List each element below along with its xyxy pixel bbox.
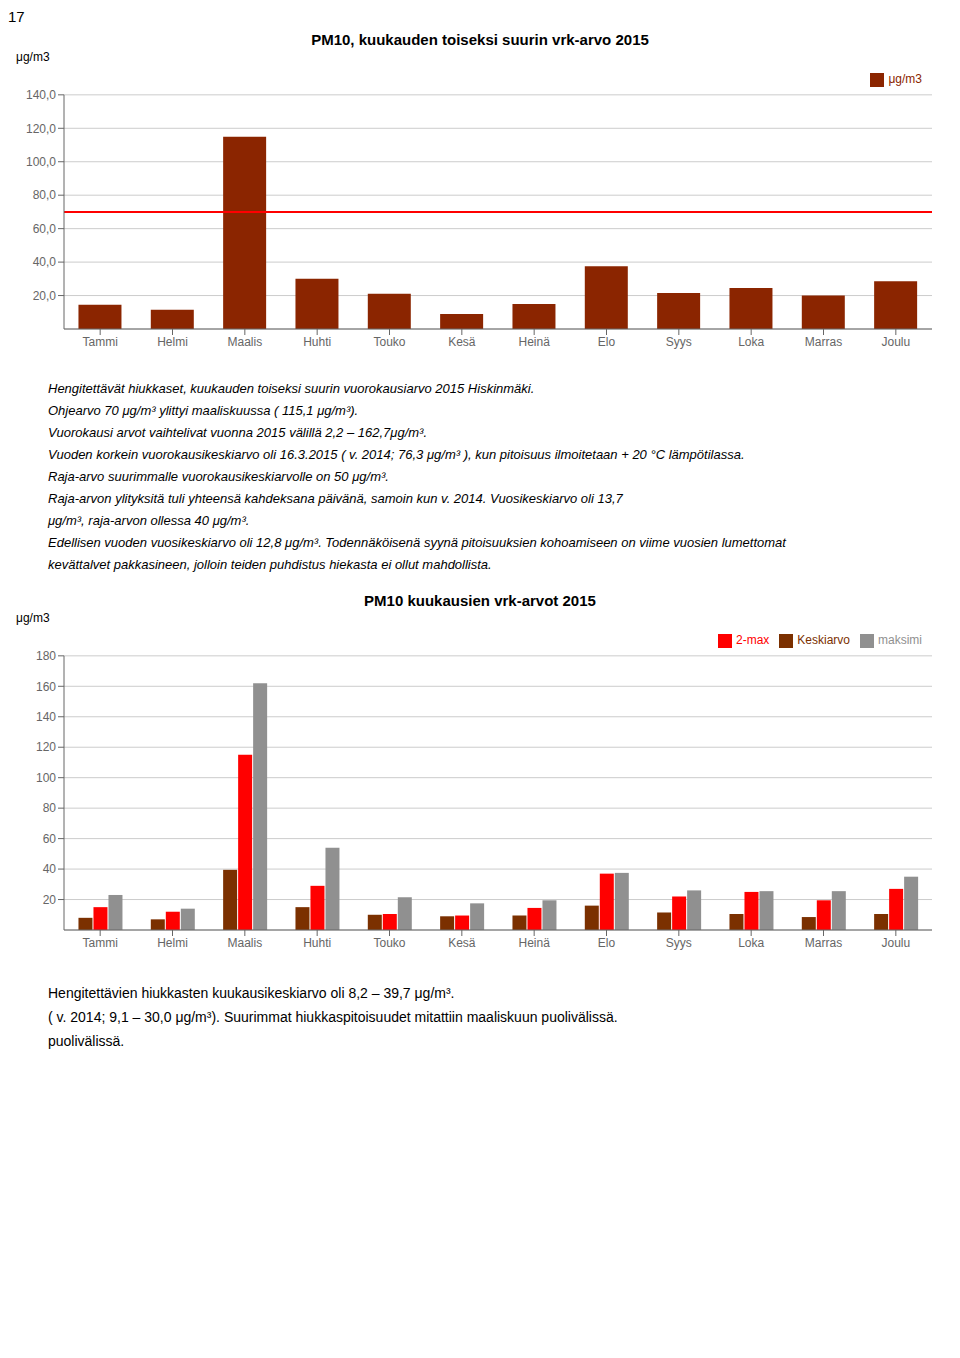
html-text:μg/m3: μg/m3	[888, 72, 922, 86]
html-text:Vuorokausi arvot vaihtelivat v: Vuorokausi arvot vaihtelivat vuonna 2015…	[48, 425, 428, 440]
html-text:maksimi: maksimi	[878, 633, 922, 647]
html-text:PM10, kuukauden toiseksi suuri: PM10, kuukauden toiseksi suurin vrk-arvo…	[311, 31, 649, 48]
svg-text:20: 20	[43, 893, 57, 907]
svg-text:120,0: 120,0	[26, 122, 56, 136]
html-text:μg/m3: μg/m3	[16, 611, 50, 625]
html-text:Hengitettävien hiukkasten kuuk: Hengitettävien hiukkasten kuukausikeskia…	[48, 985, 455, 1001]
html-text:μg/m3: μg/m3	[16, 50, 50, 64]
svg-text:Maalis: Maalis	[227, 936, 262, 950]
svg-text:Joulu: Joulu	[881, 936, 910, 950]
svg-text:100: 100	[36, 771, 56, 785]
svg-text:Kesä: Kesä	[448, 936, 476, 950]
html-text:puolivälissä.: puolivälissä.	[48, 1033, 125, 1049]
svg-text:Elo: Elo	[598, 335, 616, 349]
svg-text:Loka: Loka	[738, 936, 764, 950]
svg-text:Marras: Marras	[805, 335, 842, 349]
svg-text:Tammi: Tammi	[82, 335, 117, 349]
html-text:Hengitettävät hiukkaset, kuuka: Hengitettävät hiukkaset, kuukauden toise…	[48, 381, 535, 396]
svg-text:Joulu: Joulu	[881, 335, 910, 349]
svg-text:60,0: 60,0	[33, 222, 57, 236]
html-text:Vuoden korkein vuorokausikeski: Vuoden korkein vuorokausikeskiarvo oli 1…	[48, 447, 745, 462]
html-text:PM10 kuukausien vrk-arvot 2015: PM10 kuukausien vrk-arvot 2015	[364, 592, 596, 609]
svg-text:Helmi: Helmi	[157, 936, 188, 950]
svg-text:180: 180	[36, 649, 56, 663]
html-text:Edellisen vuoden vuosikeskiarv: Edellisen vuoden vuosikeskiarvo oli 12,8…	[48, 535, 786, 550]
html-text:Raja-arvon ylityksitä tuli yht: Raja-arvon ylityksitä tuli yhteensä kahd…	[48, 491, 623, 506]
html-text:17: 17	[8, 8, 25, 25]
svg-text:Syys: Syys	[666, 936, 692, 950]
svg-text:100,0: 100,0	[26, 155, 56, 169]
svg-text:40: 40	[43, 862, 57, 876]
svg-text:120: 120	[36, 740, 56, 754]
svg-text:Helmi: Helmi	[157, 335, 188, 349]
svg-text:Kesä: Kesä	[448, 335, 476, 349]
svg-text:20,0: 20,0	[33, 289, 57, 303]
html-text:Ohjearvo 70 μg/m³ ylittyi maal: Ohjearvo 70 μg/m³ ylittyi maaliskuussa (…	[48, 403, 359, 418]
svg-text:Maalis: Maalis	[227, 335, 262, 349]
svg-text:Loka: Loka	[738, 335, 764, 349]
svg-text:60: 60	[43, 832, 57, 846]
svg-text:Marras: Marras	[805, 936, 842, 950]
html-text:Keskiarvo: Keskiarvo	[797, 633, 850, 647]
svg-text:Huhti: Huhti	[303, 335, 331, 349]
html-text:Raja-arvo suurimmalle vuorokau: Raja-arvo suurimmalle vuorokausikeskiarv…	[48, 469, 389, 484]
svg-text:Heinä: Heinä	[518, 936, 550, 950]
svg-text:Syys: Syys	[666, 335, 692, 349]
html-text:kevättalvet pakkasineen, jollo: kevättalvet pakkasineen, jolloin teiden …	[48, 557, 492, 572]
html-text:2-max: 2-max	[736, 633, 770, 647]
html-text:( v. 2014; 9,1 – 30,0 μg/m³).: ( v. 2014; 9,1 – 30,0 μg/m³). Suurimmat …	[48, 1009, 618, 1025]
svg-text:140: 140	[36, 710, 56, 724]
svg-text:40,0: 40,0	[33, 255, 57, 269]
svg-text:80: 80	[43, 801, 57, 815]
html-text:μg/m³, raja-arvon ollessa 40 μ: μg/m³, raja-arvon ollessa 40 μg/m³.	[48, 513, 250, 528]
svg-text:Elo: Elo	[598, 936, 616, 950]
svg-text:Touko: Touko	[373, 335, 405, 349]
svg-text:160: 160	[36, 680, 56, 694]
svg-text:Heinä: Heinä	[518, 335, 550, 349]
svg-text:140,0: 140,0	[26, 88, 56, 102]
svg-text:80,0: 80,0	[33, 188, 57, 202]
svg-text:Tammi: Tammi	[82, 936, 117, 950]
svg-text:Touko: Touko	[373, 936, 405, 950]
svg-text:Huhti: Huhti	[303, 936, 331, 950]
